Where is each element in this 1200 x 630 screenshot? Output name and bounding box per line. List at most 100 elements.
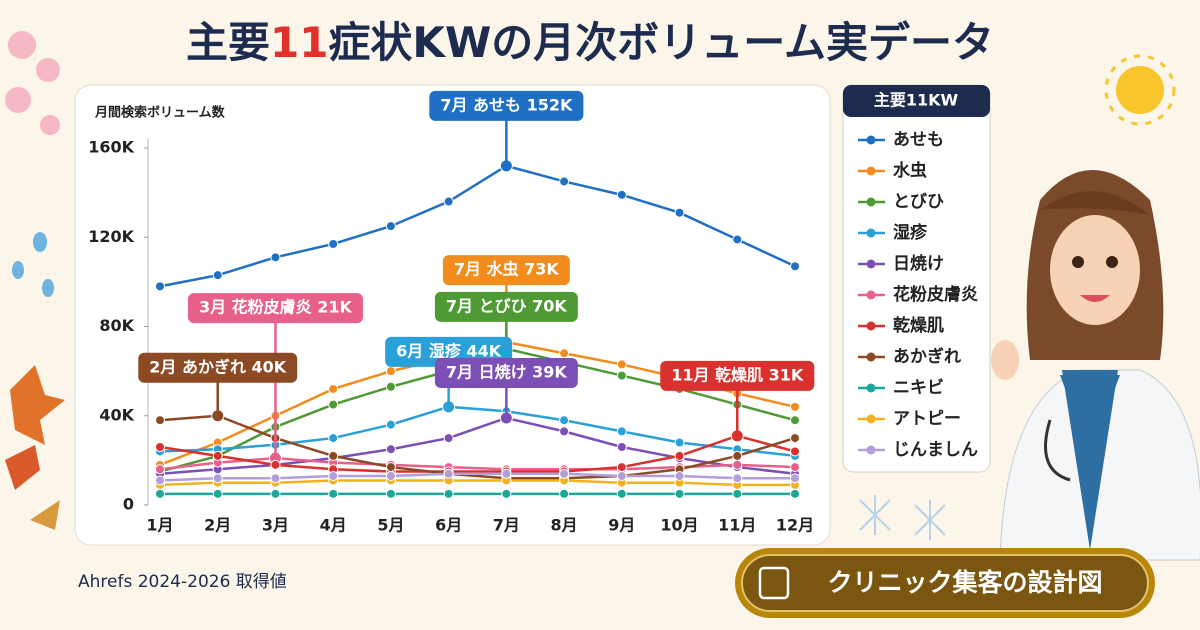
data-point: [442, 400, 456, 414]
data-point: [501, 468, 512, 479]
data-point: [559, 468, 570, 479]
annotation-box: [434, 357, 578, 388]
legend-swatch-dot: [866, 166, 876, 176]
data-point: [499, 159, 513, 173]
annotation-label: 2月 あかぎれ 40K: [149, 357, 287, 376]
data-point: [499, 411, 513, 425]
data-point: [732, 459, 743, 470]
data-point: [212, 473, 223, 484]
data-point: [212, 270, 223, 281]
series-line: [159, 472, 795, 482]
data-point: [443, 433, 454, 444]
data-point: [790, 473, 800, 484]
data-point: [328, 488, 339, 499]
data-point: [501, 488, 512, 499]
data-point: [674, 207, 685, 218]
data-point: [790, 433, 800, 444]
data-point: [674, 488, 685, 499]
x-tick-label: 5月: [377, 516, 404, 535]
data-point: [155, 441, 165, 452]
decoration-snow: [859, 495, 946, 540]
data-point: [730, 429, 744, 443]
data-point: [328, 433, 339, 444]
x-tick-label: 6月: [435, 516, 462, 535]
data-point: [616, 426, 627, 437]
decoration-drops: [12, 232, 54, 297]
legend-swatch-dot: [866, 259, 876, 269]
decoration-leaves: [5, 365, 65, 530]
source-note: Ahrefs 2024-2026 取得値: [78, 572, 287, 592]
annotation: 7月 あせも 152K: [429, 90, 584, 161]
series-line: [159, 414, 796, 480]
legend-label: あせも: [893, 130, 944, 150]
data-point: [211, 409, 225, 423]
x-tick-label: 7月: [493, 516, 520, 535]
data-point: [155, 488, 165, 499]
x-tick-label: 2月: [204, 516, 231, 535]
data-point: [155, 475, 165, 486]
y-tick-label: 160K: [88, 138, 134, 157]
annotation: 7月 日焼け 39K: [434, 357, 578, 413]
legend-swatch-dot: [866, 135, 876, 145]
legend-swatch-dot: [866, 414, 876, 424]
data-point: [328, 470, 339, 481]
data-point: [790, 261, 800, 272]
y-tick-label: 40K: [99, 405, 134, 424]
data-point: [732, 488, 743, 499]
annotation-label: 6月 湿疹 44K: [396, 341, 502, 360]
x-tick-label: 4月: [320, 516, 347, 535]
data-point: [790, 462, 800, 473]
data-point: [443, 468, 454, 479]
legend-label: 湿疹: [893, 222, 928, 243]
data-point: [616, 441, 627, 452]
data-point: [385, 221, 396, 232]
annotation-label: 7月 とびひ 70K: [446, 296, 568, 315]
annotation-box: [660, 360, 815, 391]
x-tick-label: 10月: [660, 516, 698, 535]
x-tick-label: 12月: [776, 516, 814, 535]
data-point: [616, 470, 627, 481]
data-point: [385, 470, 396, 481]
data-point: [732, 450, 743, 461]
legend-swatch-dot: [866, 321, 876, 331]
data-point: [559, 488, 570, 499]
data-point: [732, 473, 743, 484]
data-point: [559, 426, 570, 437]
legend-label: 乾燥肌: [893, 315, 944, 336]
data-point: [616, 488, 627, 499]
data-point: [385, 366, 396, 377]
legend-swatch-dot: [866, 445, 876, 455]
annotation-box: [187, 293, 363, 324]
chart-title: 主要11症状KWの月次ボリューム実データ: [186, 18, 994, 67]
doctor-illustration: [991, 170, 1200, 561]
legend-swatch-dot: [866, 290, 876, 300]
data-point: [790, 488, 800, 499]
series-line: [159, 164, 796, 288]
x-tick-label: 8月: [551, 516, 578, 535]
legend-header: [843, 85, 990, 117]
banner-icon: [758, 566, 790, 600]
series-line: [159, 434, 796, 473]
annotation: 11月 乾燥肌 31K: [660, 360, 815, 431]
y-tick-label: 120K: [88, 227, 134, 246]
legend-label: じんましん: [893, 440, 978, 460]
data-point: [559, 415, 570, 426]
annotation-box: [138, 352, 298, 383]
decoration-sun: [1104, 54, 1176, 126]
data-point: [328, 238, 339, 249]
data-point: [559, 348, 570, 359]
data-point: [443, 488, 454, 499]
data-point: [328, 383, 339, 394]
legend-label: アトピー: [893, 409, 961, 429]
series-line: [159, 479, 795, 487]
annotation-box: [429, 90, 584, 121]
legend-swatch-dot: [866, 383, 876, 393]
x-tick-label: 1月: [146, 516, 173, 535]
data-point: [674, 450, 685, 461]
data-point: [328, 399, 339, 410]
legend-label: とびひ: [893, 192, 944, 212]
annotation-label: 7月 水虫 73K: [454, 260, 560, 279]
data-point: [385, 381, 396, 392]
y-tick-label: 0: [123, 495, 134, 514]
data-point: [674, 437, 685, 448]
